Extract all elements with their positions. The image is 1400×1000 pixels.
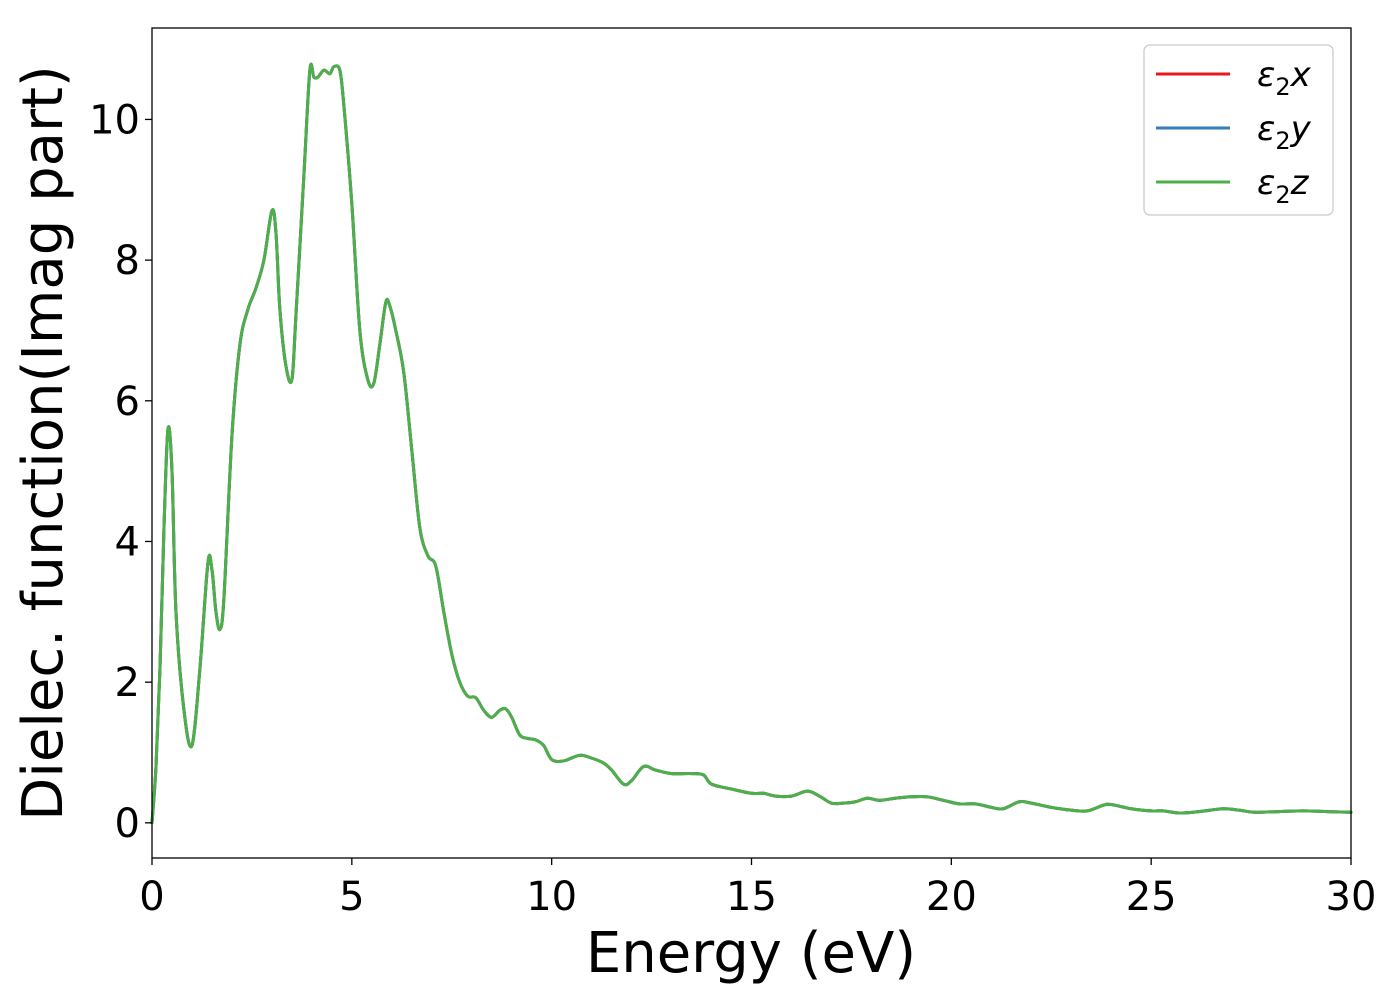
- x-tick-label: 5: [339, 874, 364, 920]
- legend-label-z: ε2z: [1257, 163, 1310, 209]
- y-axis-label: Dielec. function(Imag part): [11, 65, 76, 821]
- x-tick-label: 10: [526, 874, 577, 920]
- y-tick-label: 6: [115, 379, 140, 425]
- x-tick-label: 0: [139, 874, 164, 920]
- legend-label-y: ε2y: [1257, 109, 1312, 155]
- x-tick-label: 15: [726, 874, 777, 920]
- y-tick-label: 4: [115, 519, 140, 565]
- y-tick-label: 2: [115, 660, 140, 706]
- x-tick-label: 20: [926, 874, 977, 920]
- x-tick-label: 30: [1326, 874, 1377, 920]
- y-tick-label: 8: [115, 238, 140, 284]
- y-tick-label: 0: [115, 801, 140, 847]
- legend-label-x: ε2x: [1257, 55, 1312, 101]
- series-layer: [150, 62, 1353, 825]
- y-tick-label: 10: [89, 97, 140, 143]
- legend-box: [1143, 44, 1334, 216]
- legend: ε2x ε2y ε2z: [1143, 44, 1334, 216]
- x-axis-label: Energy (eV): [586, 921, 916, 986]
- y-axis-ticks: 0 2 4 6 8 10: [89, 97, 152, 847]
- x-tick-label: 25: [1126, 874, 1177, 920]
- x-axis-ticks: 0 5 10 15 20 25 30: [139, 858, 1376, 920]
- series-line-z: [150, 62, 1353, 825]
